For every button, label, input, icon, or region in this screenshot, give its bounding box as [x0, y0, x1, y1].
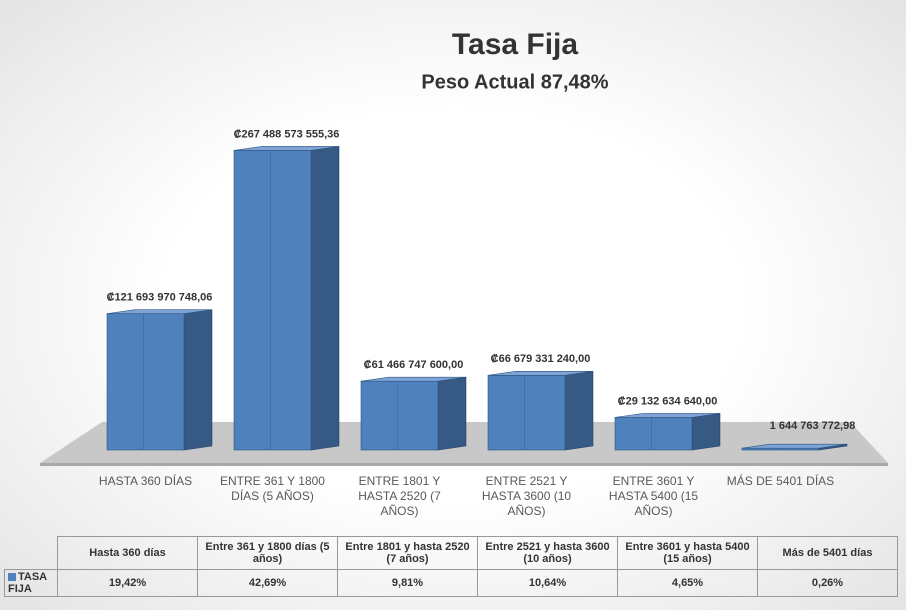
column-header: Hasta 360 días — [57, 536, 198, 570]
value-label: ₡66 679 331 240,00 — [491, 353, 591, 365]
bar — [487, 370, 594, 451]
bar-top — [360, 376, 467, 382]
bar-front — [360, 380, 439, 451]
table-cell: 4,65% — [617, 569, 758, 597]
row-label-cell: TASA FIJA — [4, 569, 58, 597]
bar-side-shade — [819, 444, 847, 450]
corner — [5, 537, 58, 570]
bar-side-shade — [438, 377, 466, 450]
value-label: ₡267 488 573 555,36 — [234, 128, 340, 140]
column-header: Entre 361 y 1800 días (5 años) — [197, 536, 338, 570]
legend-label: TASA FIJA — [8, 571, 47, 595]
bar — [233, 146, 340, 451]
x-tick-label: ENTRE 2521 Y HASTA 3600 (10 AÑOS) — [481, 474, 572, 518]
table-cell: 0,26% — [757, 569, 898, 597]
data-table: Hasta 360 días Entre 361 y 1800 días (5 a… — [4, 536, 898, 597]
bar-top — [106, 309, 213, 315]
column-header: Entre 3601 y hasta 5400 (15 años) — [617, 536, 758, 570]
bar-side-shade — [692, 413, 720, 450]
bar-top — [233, 146, 340, 151]
bar-top — [741, 443, 848, 449]
table-cell: 19,42% — [57, 569, 198, 597]
table-cell: 10,64% — [477, 569, 618, 597]
bar-front — [487, 375, 566, 451]
x-tick-label: ENTRE 361 Y 1800 DÍAS (5 AÑOS) — [220, 474, 325, 503]
chart-subtitle: Peso Actual 87,48% — [421, 71, 608, 93]
column-header: Más de 5401 días — [757, 536, 898, 570]
bar-side-shade — [311, 146, 339, 451]
table-row: TASA FIJA 19,42% 42,69% 9,81% 10,64% 4,65% 0,… — [4, 569, 898, 597]
value-label: ₡29 132 634 640,00 — [618, 395, 718, 407]
bar — [360, 376, 467, 451]
x-tick-label: MÁS DE 5401 DÍAS — [726, 474, 835, 488]
bar — [741, 443, 848, 451]
bar-front — [233, 150, 312, 451]
bar — [106, 309, 213, 451]
value-label: ₡61 466 747 600,00 — [364, 359, 464, 371]
value-label: 1 644 763 772,98 — [770, 420, 856, 432]
x-tick-label: ENTRE 1801 Y HASTA 2520 (7 AÑOS) — [358, 474, 441, 518]
column-header: Entre 1801 y hasta 2520 (7 años) — [337, 536, 478, 570]
floor-edge — [40, 463, 888, 466]
value-label: ₡121 693 970 748,06 — [107, 292, 213, 304]
bar-side-shade — [184, 309, 212, 450]
chart-title: Tasa Fija — [452, 28, 578, 61]
bar-front — [614, 417, 693, 451]
table-cell: 9,81% — [337, 569, 478, 597]
column-header: Entre 2521 y hasta 3600 (10 años) — [477, 536, 618, 570]
bar — [614, 413, 721, 451]
x-tick-label: HASTA 360 DÍAS — [98, 474, 193, 488]
table-cell: 42,69% — [197, 569, 338, 597]
bar-top — [487, 371, 594, 376]
table-header: Hasta 360 días Entre 361 y 1800 días (5 a… — [5, 536, 898, 570]
legend-key — [8, 573, 16, 582]
x-tick-label: ENTRE 3601 Y HASTA 5400 (15 AÑOS) — [608, 474, 699, 518]
bar-front — [106, 313, 185, 451]
bar-side-shade — [565, 371, 593, 450]
bar-top — [614, 413, 721, 418]
